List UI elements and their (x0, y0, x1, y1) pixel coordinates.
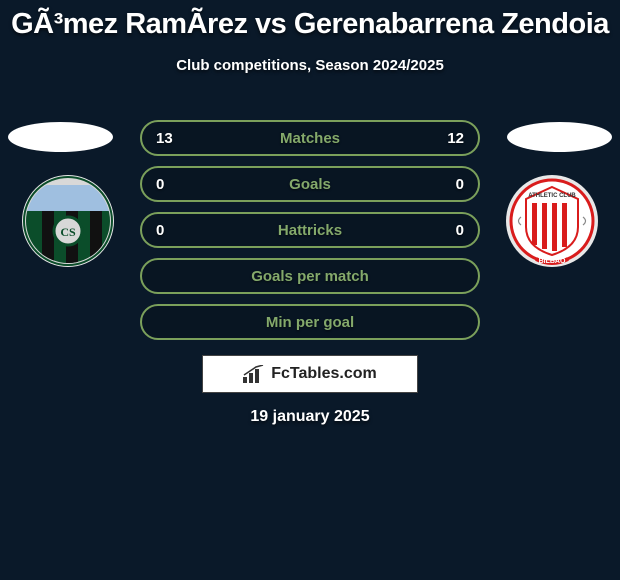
date-label: 19 january 2025 (0, 408, 620, 426)
comparison-card: GÃ³mez RamÃ­rez vs Gerenabarrena Zendoia… (0, 0, 620, 580)
stat-value-left: 0 (156, 222, 164, 239)
stat-label: Min per goal (266, 314, 354, 331)
club-crest-right-svg: ATHLETIC CLUB BILBAO (506, 175, 598, 267)
stat-row-matches: 13 Matches 12 (140, 120, 480, 156)
stat-row-goals-per-match: Goals per match (140, 258, 480, 294)
stat-value-left: 13 (156, 130, 173, 147)
stat-label: Goals per match (251, 268, 369, 285)
stat-row-min-per-goal: Min per goal (140, 304, 480, 340)
player-right-placeholder (507, 122, 612, 152)
brand-text: FcTables.com (271, 365, 377, 383)
player-left-placeholder (8, 122, 113, 152)
stat-value-right: 0 (456, 176, 464, 193)
svg-text:ATHLETIC CLUB: ATHLETIC CLUB (528, 193, 576, 199)
stat-row-goals: 0 Goals 0 (140, 166, 480, 202)
bar-chart-icon (243, 365, 265, 383)
stat-value-left: 0 (156, 176, 164, 193)
club-crest-left-svg: CS (22, 175, 114, 267)
stat-rows: 13 Matches 12 0 Goals 0 0 Hattricks 0 Go… (140, 120, 480, 350)
page-title: GÃ³mez RamÃ­rez vs Gerenabarrena Zendoia (0, 0, 620, 41)
stat-label: Hattricks (278, 222, 342, 239)
club-crest-left: CS (22, 175, 114, 267)
stat-label: Matches (280, 130, 340, 147)
club-crest-right: ATHLETIC CLUB BILBAO (506, 175, 598, 267)
stat-value-right: 12 (447, 130, 464, 147)
stat-row-hattricks: 0 Hattricks 0 (140, 212, 480, 248)
svg-text:CS: CS (60, 225, 76, 239)
brand-box[interactable]: FcTables.com (202, 355, 418, 393)
page-subtitle: Club competitions, Season 2024/2025 (0, 57, 620, 74)
stat-label: Goals (289, 176, 331, 193)
stat-value-right: 0 (456, 222, 464, 239)
svg-text:BILBAO: BILBAO (539, 258, 566, 265)
